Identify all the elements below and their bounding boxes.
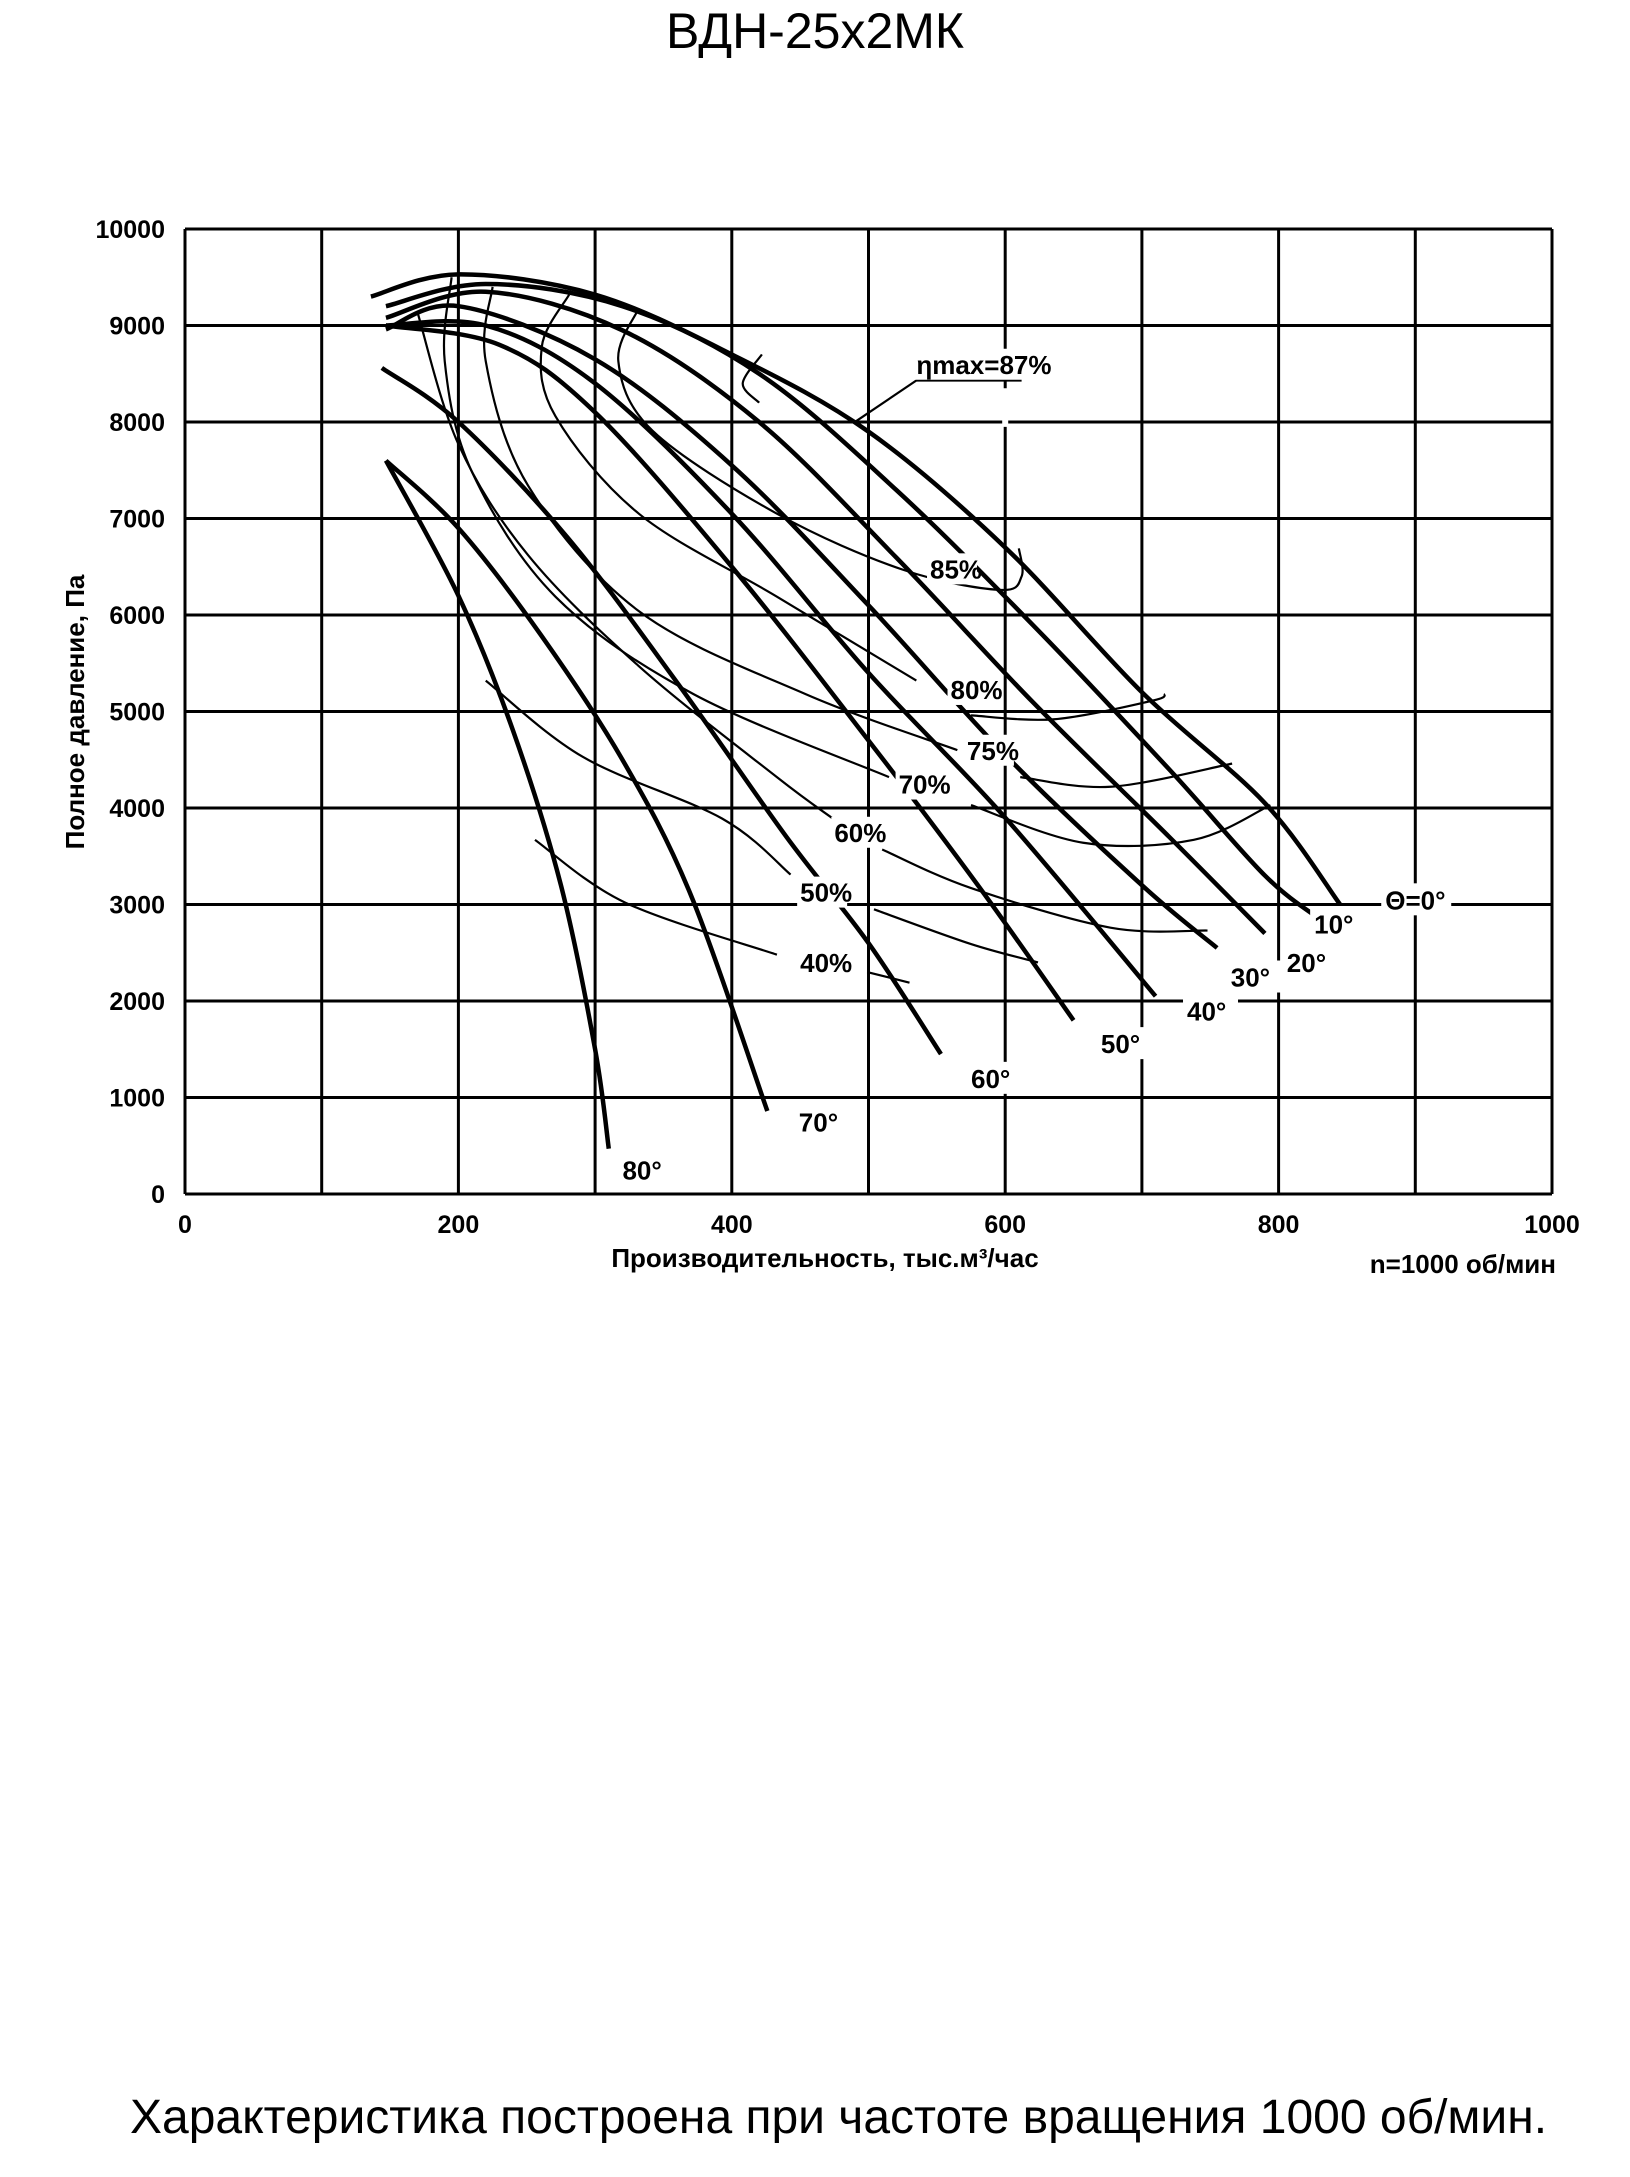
blade-angle-label: 10° (1314, 909, 1353, 939)
blade-angle-curve (385, 289, 1267, 936)
blade-angle-curve (385, 318, 1158, 998)
efficiency-curve (539, 294, 917, 682)
label-background (927, 553, 978, 585)
blade-angle-curve (384, 458, 770, 1112)
efficiency-label: 60% (834, 818, 886, 848)
label-background (1096, 1027, 1152, 1060)
efficiency-curve (534, 838, 778, 956)
y-axis-label: Полное давление, Па (60, 574, 90, 849)
label-background (1282, 946, 1338, 979)
label-background (1183, 994, 1239, 1027)
efficiency-label: ηmax=87% (916, 350, 1051, 380)
blade-angle-label: 30° (1231, 963, 1270, 993)
blade-angle-curve (385, 281, 1322, 921)
label-background (831, 816, 882, 848)
label-background (967, 1061, 1023, 1094)
label-background (618, 1153, 674, 1186)
chart-title: ВДН-25х2МК (665, 3, 965, 59)
x-tick-label: 0 (178, 1211, 192, 1239)
efficiency-label: 40% (800, 948, 852, 978)
footnote: Характеристика построена при частоте вра… (130, 2091, 1548, 2144)
label-background (1226, 960, 1282, 993)
y-tick-label: 0 (151, 1181, 165, 1209)
eta-max-leader-line (852, 379, 1022, 424)
efficiency-label: 50% (800, 878, 852, 908)
efficiency-curve (970, 693, 1166, 721)
label-background (947, 673, 998, 705)
efficiency-label: 70% (899, 770, 951, 800)
efficiency-curve (873, 908, 1039, 964)
x-tick-label: 400 (711, 1211, 753, 1239)
blade-angle-curve (380, 366, 943, 1056)
y-tick-label: 2000 (109, 988, 165, 1016)
x-tick-label: 200 (438, 1211, 480, 1239)
blade-angle-curve (383, 459, 611, 1149)
y-tick-label: 5000 (109, 699, 165, 727)
label-background (1310, 907, 1366, 940)
blade-angle-label: 60° (971, 1064, 1010, 1094)
y-tick-label: 7000 (109, 506, 165, 534)
y-tick-label: 10000 (95, 216, 165, 244)
blade-angle-curve (385, 323, 1076, 1022)
efficiency-curve (416, 311, 834, 820)
efficiency-curve (866, 970, 910, 984)
label-background (963, 734, 1014, 766)
x-tick-label: 600 (984, 1211, 1026, 1239)
efficiency-label: 75% (967, 736, 1019, 766)
label-background (895, 768, 946, 800)
x-tick-label: 1000 (1524, 1211, 1580, 1239)
efficiency-curve (482, 286, 958, 752)
y-tick-label: 4000 (109, 795, 165, 823)
efficiency-curve (741, 353, 763, 404)
efficiency-curve (1020, 762, 1233, 789)
blade-angle-label: Θ=0° (1385, 885, 1445, 915)
blade-angle-label: 70° (799, 1107, 838, 1137)
efficiency-curve (970, 804, 1271, 848)
y-tick-label: 1000 (109, 1085, 165, 1113)
y-tick-label: 9000 (109, 313, 165, 341)
y-tick-label: 8000 (109, 409, 165, 437)
blade-angle-label: 50° (1101, 1029, 1140, 1059)
label-background (797, 876, 848, 908)
efficiency-curve (881, 848, 1208, 933)
efficiency-curve (485, 679, 792, 876)
x-tick-label: 800 (1258, 1211, 1300, 1239)
label-background (797, 947, 848, 979)
y-tick-label: 6000 (109, 602, 165, 630)
blade-angle-curve (385, 303, 1219, 950)
efficiency-curve (617, 307, 1024, 592)
x-axis-label: Производительность, тыс.м³/час (611, 1243, 1038, 1273)
efficiency-label: 85% (930, 554, 982, 584)
blade-angle-label: 80° (622, 1156, 661, 1186)
label-background (1381, 883, 1452, 916)
label-background (794, 1105, 850, 1138)
blade-angle-label: 40° (1187, 996, 1226, 1026)
speed-label: n=1000 об/мин (1370, 1249, 1556, 1279)
efficiency-label: 80% (951, 675, 1003, 705)
label-background (913, 348, 1034, 380)
efficiency-curve (442, 277, 890, 779)
y-tick-label: 3000 (109, 892, 165, 920)
blade-angle-label: 20° (1287, 948, 1326, 978)
